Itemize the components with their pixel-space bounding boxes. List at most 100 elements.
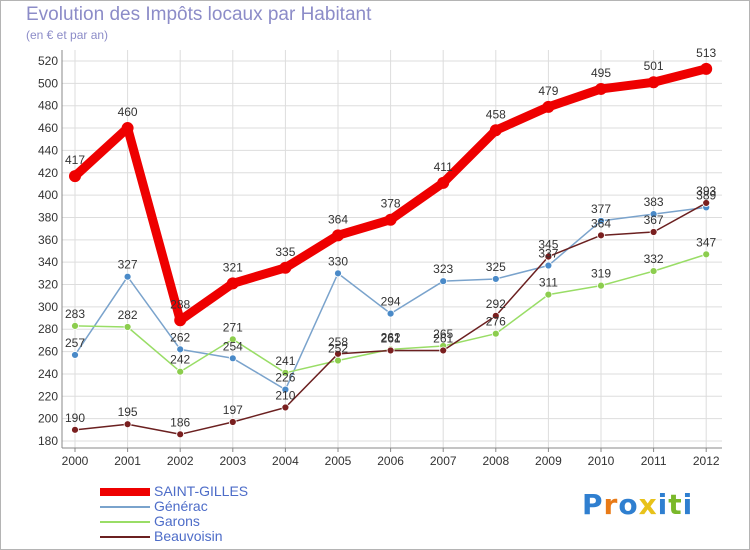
chart-title: Evolution des Impôts locaux par Habitant xyxy=(26,4,372,25)
data-label: 258 xyxy=(328,335,348,349)
y-tick-label: 520 xyxy=(38,54,58,68)
y-tick-label: 320 xyxy=(38,278,58,292)
y-tick-label: 500 xyxy=(38,76,58,90)
legend: SAINT-GILLES Générac Garons Beauvoisin xyxy=(100,484,248,544)
data-point xyxy=(226,277,239,290)
data-point xyxy=(176,345,185,354)
data-label: 460 xyxy=(118,105,138,119)
data-point xyxy=(121,122,134,135)
y-tick-label: 420 xyxy=(38,166,58,180)
data-label: 337 xyxy=(538,247,558,261)
x-tick-label: 2000 xyxy=(62,454,89,468)
data-point xyxy=(597,281,605,290)
data-label: 325 xyxy=(486,260,506,274)
x-tick-label: 2002 xyxy=(167,454,194,468)
data-point xyxy=(544,290,553,299)
data-point xyxy=(491,329,500,338)
data-label: 393 xyxy=(696,184,716,198)
data-label: 262 xyxy=(381,330,401,344)
data-point xyxy=(386,346,395,355)
data-point xyxy=(334,356,342,365)
data-point xyxy=(281,368,290,377)
data-label: 241 xyxy=(275,354,295,368)
data-point xyxy=(174,314,187,327)
data-point xyxy=(649,210,658,219)
data-label: 226 xyxy=(275,371,295,385)
legend-swatch xyxy=(100,535,150,538)
data-label: 282 xyxy=(118,308,138,322)
data-point xyxy=(597,231,605,240)
data-label: 335 xyxy=(275,245,295,259)
data-point xyxy=(228,354,237,363)
legend-swatch xyxy=(100,505,150,508)
data-label: 195 xyxy=(118,405,138,419)
data-label: 501 xyxy=(644,59,664,73)
data-point xyxy=(386,309,395,318)
data-point xyxy=(176,430,185,439)
data-label: 364 xyxy=(591,216,611,230)
data-point xyxy=(176,367,185,376)
data-point xyxy=(649,267,658,276)
data-label: 321 xyxy=(223,260,243,274)
data-point xyxy=(71,351,79,359)
data-label: 283 xyxy=(65,307,85,321)
brand-logo: Proxiti xyxy=(582,488,693,521)
data-label: 345 xyxy=(538,238,558,252)
data-point xyxy=(489,124,502,137)
data-label: 288 xyxy=(170,297,190,311)
x-tick-label: 2008 xyxy=(482,454,509,468)
x-tick-label: 2003 xyxy=(219,454,246,468)
data-label: 190 xyxy=(65,411,85,425)
data-point xyxy=(544,261,553,270)
x-tick-label: 2012 xyxy=(693,454,720,468)
data-point xyxy=(71,425,79,434)
data-point xyxy=(439,346,448,355)
data-label: 479 xyxy=(538,84,558,98)
legend-item: Générac xyxy=(100,499,248,514)
brand-letter: i xyxy=(682,488,694,521)
data-point xyxy=(228,418,237,426)
data-point xyxy=(123,420,132,429)
data-label: 311 xyxy=(539,276,558,290)
brand-letter: i xyxy=(657,488,669,521)
x-tick-label: 2010 xyxy=(588,454,615,468)
data-point xyxy=(384,213,397,226)
data-label: 257 xyxy=(65,336,85,350)
data-point xyxy=(228,335,237,344)
y-tick-label: 440 xyxy=(38,143,58,157)
x-tick-label: 2004 xyxy=(272,454,299,468)
x-tick-label: 2007 xyxy=(430,454,457,468)
legend-item: Garons xyxy=(100,514,248,529)
data-point xyxy=(123,272,132,281)
data-label: 265 xyxy=(433,327,453,341)
x-tick-label: 2006 xyxy=(377,454,404,468)
data-label: 417 xyxy=(65,153,85,167)
x-tick-label: 2005 xyxy=(325,454,352,468)
data-label: 513 xyxy=(696,46,716,60)
data-label: 197 xyxy=(223,403,243,417)
x-tick-label: 2011 xyxy=(641,454,667,468)
chart-subtitle: (en € et par an) xyxy=(26,28,109,42)
data-point xyxy=(437,176,450,189)
data-label: 495 xyxy=(591,66,611,80)
y-tick-label: 220 xyxy=(38,389,58,403)
brand-letter: t xyxy=(668,488,683,521)
legend-label: SAINT-GILLES xyxy=(154,483,249,499)
data-label: 330 xyxy=(328,254,348,268)
data-point xyxy=(281,403,290,412)
y-tick-label: 460 xyxy=(38,121,58,135)
data-label: 327 xyxy=(118,258,138,272)
y-tick-label: 480 xyxy=(38,99,58,113)
y-tick-label: 180 xyxy=(38,434,58,448)
data-point xyxy=(69,170,81,183)
brand-letter: P xyxy=(582,488,604,521)
y-tick-label: 380 xyxy=(38,210,58,224)
data-point xyxy=(700,62,713,75)
x-tick-label: 2001 xyxy=(114,454,141,468)
x-tick-label: 2009 xyxy=(535,454,562,468)
data-label: 378 xyxy=(381,197,401,211)
y-tick-label: 200 xyxy=(38,412,58,426)
legend-swatch xyxy=(100,520,150,523)
data-label: 271 xyxy=(223,320,243,334)
